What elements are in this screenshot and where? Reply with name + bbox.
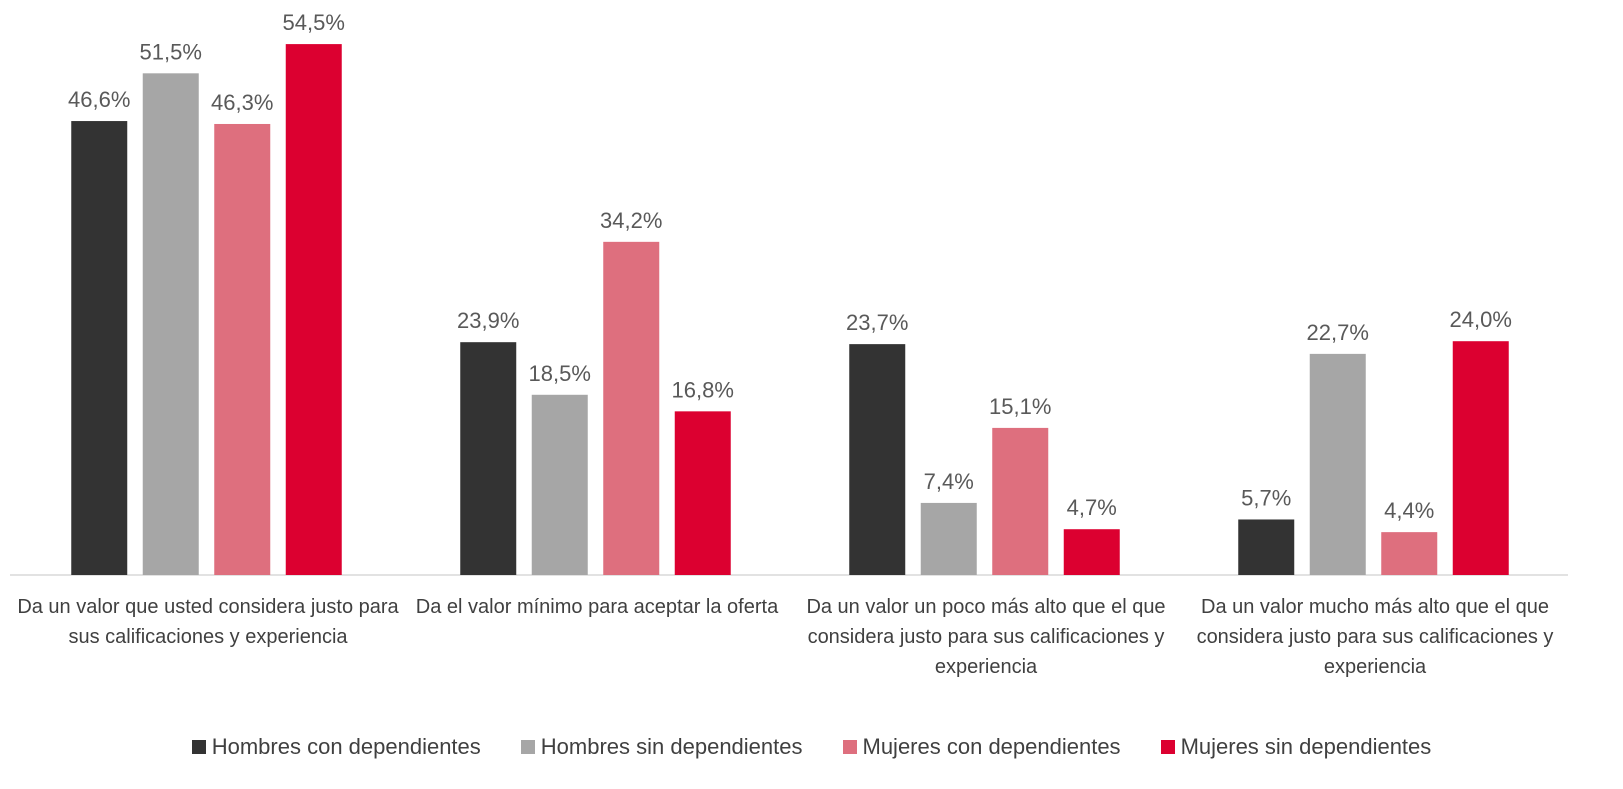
bar — [71, 121, 128, 575]
x-tick-label: Da un valor que usted considera justo pa… — [17, 596, 399, 648]
bar — [992, 427, 1049, 575]
legend-item: Mujeres con dependientes — [842, 734, 1121, 760]
bar — [1063, 529, 1120, 575]
bar — [1381, 532, 1438, 575]
value-label: 54,5% — [283, 10, 345, 35]
legend-item: Hombres con dependientes — [191, 734, 481, 760]
x-tick-label: Da el valor mínimo para aceptar la ofert… — [415, 596, 779, 618]
value-label: 16,8% — [672, 377, 734, 402]
legend-item: Mujeres sin dependientes — [1160, 734, 1432, 760]
bar — [1452, 341, 1509, 575]
bar — [849, 344, 906, 575]
value-label: 4,7% — [1067, 495, 1117, 520]
value-label: 5,7% — [1241, 485, 1291, 510]
value-label: 22,7% — [1307, 320, 1369, 345]
legend-swatch — [191, 740, 206, 754]
value-label: 15,1% — [989, 394, 1051, 419]
value-label: 46,3% — [211, 90, 273, 115]
legend-label: Hombres con dependientes — [211, 734, 481, 759]
bar — [1238, 519, 1295, 575]
bar — [920, 502, 977, 575]
bar — [674, 411, 731, 575]
x-tick-label: Da un valor un poco más alto que el que … — [806, 596, 1166, 678]
legend-label: Mujeres con dependientes — [862, 734, 1121, 759]
value-label: 24,0% — [1450, 307, 1512, 332]
legend-label: Mujeres sin dependientes — [1180, 734, 1432, 759]
legend-swatch — [842, 740, 857, 754]
value-label: 18,5% — [529, 361, 591, 386]
value-label: 51,5% — [140, 39, 202, 64]
value-label: 23,9% — [457, 308, 519, 333]
bar — [1309, 353, 1366, 575]
value-label: 4,4% — [1384, 498, 1434, 523]
value-label: 46,6% — [68, 87, 130, 112]
value-label: 23,7% — [846, 310, 908, 335]
bar — [142, 73, 199, 575]
bar — [214, 123, 271, 576]
legend-swatch — [1160, 740, 1175, 754]
legend: Hombres con dependientes Hombres sin depe… — [0, 734, 1623, 760]
legend-item: Hombres sin dependientes — [520, 734, 803, 760]
legend-swatch — [520, 740, 535, 754]
value-label: 7,4% — [924, 469, 974, 494]
bar — [285, 44, 342, 575]
legend-label: Hombres sin dependientes — [540, 734, 803, 759]
bar — [603, 241, 660, 575]
x-tick-label: Da un valor mucho más alto que el que co… — [1196, 596, 1554, 678]
bar — [460, 342, 517, 575]
value-label: 34,2% — [600, 208, 662, 233]
bar — [531, 394, 588, 575]
